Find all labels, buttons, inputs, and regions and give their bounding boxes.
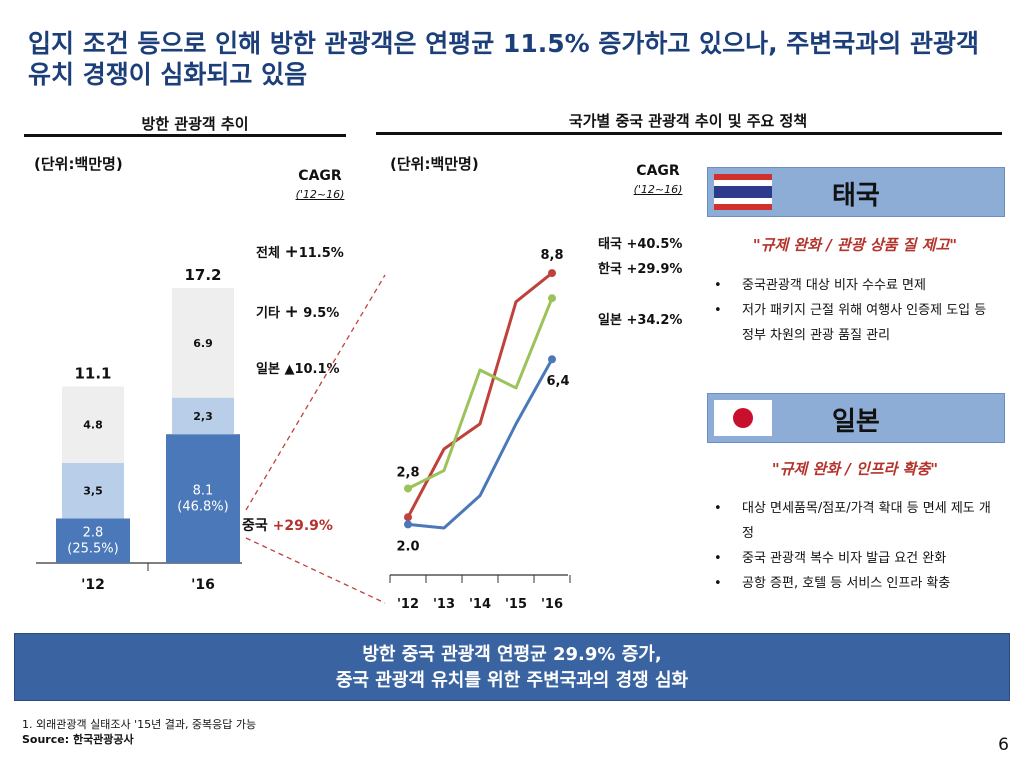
page-number: 6	[998, 735, 1009, 755]
bar-label: 2,3	[193, 410, 213, 423]
cagr-value: +34.2%	[626, 313, 683, 328]
cagr-value: +29.9%	[272, 518, 333, 534]
cagr-label: 일본	[256, 362, 280, 377]
list-item: 중국관광객 대상 비자 수수료 면제	[710, 273, 1002, 298]
bar-chart: 2.8(25.5%) 3,5 4.8 11.1 '12 8.1(46.8%) 2,3 6.9 1…	[36, 266, 242, 593]
list-item: 대상 면세품목/점포/가격 확대 등 면세 제도 개정	[710, 496, 1002, 546]
left-section-title: 방한 관광객 추이	[141, 115, 249, 133]
series-start-marker	[404, 520, 412, 529]
right-section-title: 국가별 중국 관광객 추이 및 주요 정책	[568, 112, 808, 130]
bar-label: 3,5	[83, 485, 103, 498]
series-line-태국	[406, 271, 553, 518]
cagr-value: 9.5%	[303, 306, 340, 321]
thailand-flag-icon	[714, 174, 772, 210]
line-unit: (단위:백만명)	[390, 155, 479, 173]
bar-segment-일본	[62, 462, 124, 519]
bar-total: 17.2	[184, 266, 221, 284]
cagr-value: +29.9%	[626, 262, 683, 277]
bar-label: 4.8	[83, 419, 103, 432]
bar-segment-중국	[56, 518, 130, 563]
headline: 입지 조건 등으로 인해 방한 관광객은 연평균 11.5% 증가하고 있으나,…	[28, 29, 979, 89]
thailand-header: 태국	[707, 167, 1005, 217]
cagr-label: 기타	[256, 306, 280, 321]
cagr-label: 전체	[256, 246, 280, 261]
series-line-한국	[407, 297, 554, 490]
banner-line-2: 중국 관광객 유치를 위한 주변국과의 경쟁 심화	[335, 670, 689, 691]
cagr-value: +40.5%	[626, 237, 683, 252]
banner-line-1: 방한 중국 관광객 연평균 29.9% 증가,	[362, 644, 662, 665]
bar-label: (46.8%)	[177, 500, 228, 515]
line-cagr-thailand: 태국 +40.5%	[598, 233, 682, 252]
list-item: 저가 패키지 근절 위해 여행사 인증제 도입 등 정부 차원의 관광 품질 관…	[710, 298, 1002, 348]
cagr-label: 태국	[598, 237, 622, 252]
cagr-other-row: 기타 + 9.5%	[256, 302, 339, 322]
list-item: 중국 관광객 복수 비자 발급 요건 완화	[710, 546, 1002, 571]
bar-label: 6.9	[193, 337, 213, 350]
plus-sign: +	[284, 242, 299, 262]
left-title-rule	[24, 134, 346, 137]
japan-header: 일본	[707, 393, 1005, 443]
bar-unit: (단위:백만명)	[34, 155, 123, 173]
line-cagr-korea: 한국 +29.9%	[598, 258, 682, 277]
cagr-total-row: 전체 +11.5%	[256, 242, 344, 262]
bar-label: (25.5%)	[67, 542, 118, 557]
series-end-marker	[548, 355, 556, 364]
x-tick-label: '12	[397, 597, 419, 612]
bar-segment-중국	[166, 434, 240, 563]
series-start-marker	[404, 484, 412, 493]
line-cagr-japan: 일본 +34.2%	[598, 309, 682, 328]
x-tick-label: '13	[433, 597, 455, 612]
cagr-value: 10.1%	[294, 362, 340, 377]
line-chart: '12 '13 '14 '15 '16 2,8 2.0 8,8 6,4	[389, 248, 571, 612]
point-label-start-bottom: 2.0	[396, 539, 419, 554]
connector-bottom	[245, 537, 386, 604]
japan-flag-icon	[714, 400, 772, 436]
thailand-bullets: 중국관광객 대상 비자 수수료 면제 저가 패키지 근절 위해 여행사 인증제 …	[710, 273, 1002, 348]
source: Source: 한국관광공사	[22, 733, 134, 746]
bar-cagr-period: ('12~16)	[295, 188, 345, 201]
x-tick-label: '15	[505, 597, 527, 612]
cagr-label: 중국	[242, 518, 268, 534]
bar-segment-일본	[172, 397, 234, 435]
point-label-start-top: 2,8	[396, 465, 419, 480]
conclusion-banner: 방한 중국 관광객 연평균 29.9% 증가, 중국 관광객 유치를 위한 주변…	[14, 633, 1010, 701]
triangle-icon: ▲	[284, 362, 295, 377]
series-end-marker	[548, 269, 556, 278]
footnote: 1. 외래관광객 실태조사 '15년 결과, 중복응답 가능	[22, 718, 257, 731]
x-tick-label: '14	[469, 597, 491, 612]
series-line-일본	[407, 358, 554, 530]
japan-name: 일본	[832, 407, 880, 437]
cagr-label: 일본	[598, 313, 622, 328]
bar-cagr-header: CAGR	[298, 168, 342, 184]
point-label-end-top: 8,8	[540, 248, 563, 263]
connector-top	[245, 274, 386, 511]
x-tick-label: '16	[191, 577, 215, 593]
x-tick-label: '12	[81, 577, 105, 593]
bar-total: 11.1	[74, 365, 111, 383]
japan-quote: "규제 완화 / 인프라 확충"	[771, 460, 939, 478]
cagr-label: 한국	[598, 262, 622, 277]
cagr-china-row: 중국 +29.9%	[242, 515, 333, 535]
cagr-japan-row: 일본 ▲10.1%	[256, 358, 340, 377]
cagr-value: 11.5%	[298, 246, 344, 261]
series-start-marker	[404, 513, 412, 522]
right-title-rule	[376, 132, 1002, 135]
point-label-end-bottom: 6,4	[546, 374, 569, 389]
plus-sign: +	[284, 302, 299, 322]
bar-segment-기타	[172, 287, 234, 398]
line-cagr-period: ('12~16)	[633, 183, 683, 196]
x-tick-label: '16	[541, 597, 563, 612]
list-item: 공항 증편, 호텔 등 서비스 인프라 확충	[710, 571, 1002, 596]
japan-bullets: 대상 면세품목/점포/가격 확대 등 면세 제도 개정 중국 관광객 복수 비자…	[710, 496, 1002, 596]
thailand-name: 태국	[832, 181, 880, 211]
line-cagr-header: CAGR	[636, 163, 680, 179]
thailand-quote: "규제 완화 / 관광 상품 질 제고"	[752, 236, 958, 254]
bar-segment-기타	[62, 386, 124, 463]
bar-label: 2.8	[83, 526, 104, 541]
series-end-marker	[548, 294, 556, 303]
bar-label: 8.1	[193, 484, 214, 499]
